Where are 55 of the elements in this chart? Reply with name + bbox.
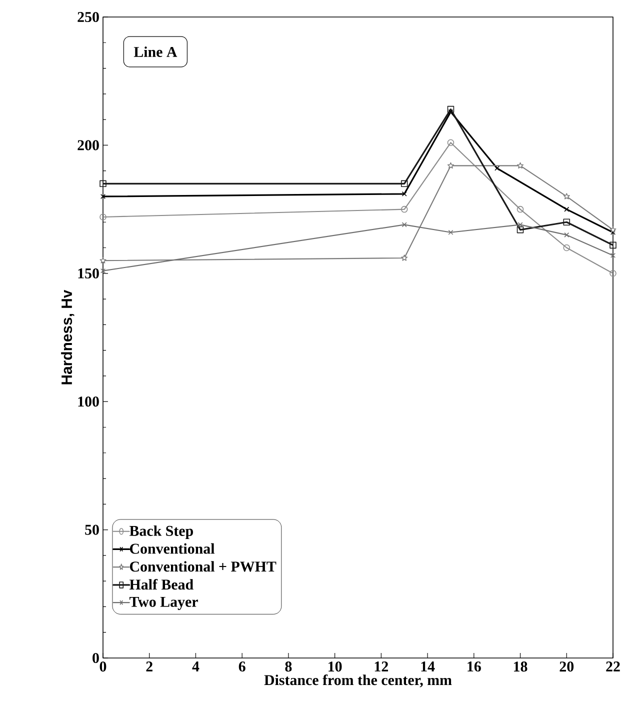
y-tick-label: 200 xyxy=(78,140,100,150)
y-tick-label: 0 xyxy=(92,652,100,664)
x-tick-label: 4 xyxy=(192,662,200,672)
point xyxy=(401,206,408,213)
point xyxy=(563,218,570,226)
point xyxy=(563,244,570,252)
x-tick-label: 8 xyxy=(285,662,292,672)
point xyxy=(100,180,106,188)
point xyxy=(564,232,570,238)
point xyxy=(564,206,570,212)
x-tick-label: 14 xyxy=(421,662,435,672)
point xyxy=(517,162,524,169)
legend-label: Two Layer xyxy=(130,596,198,610)
point xyxy=(610,226,616,233)
x-tick-label: 10 xyxy=(328,662,342,672)
legend-label: Half Bead xyxy=(130,578,194,590)
x-tick-label: 16 xyxy=(468,662,482,672)
legend-label: Conventional + PWHT xyxy=(130,561,276,572)
x-tick-label: 22 xyxy=(606,662,620,672)
point xyxy=(447,106,454,113)
y-tick-label: 50 xyxy=(85,524,100,535)
x-axis-title: Distance from the center, mm xyxy=(264,674,452,688)
annotation: Line A xyxy=(134,46,178,57)
point xyxy=(516,226,524,234)
legend-label: Conventional xyxy=(130,543,215,554)
point xyxy=(448,109,454,114)
point xyxy=(402,191,407,196)
point xyxy=(402,222,407,228)
point xyxy=(518,222,523,228)
y-tick-label: 100 xyxy=(78,396,100,407)
point xyxy=(610,242,616,249)
point xyxy=(100,268,106,274)
x-tick-label: 12 xyxy=(375,662,388,672)
y-axis-title: Hardness, Hv xyxy=(61,290,74,384)
point xyxy=(564,193,570,200)
x-tick-label: 6 xyxy=(238,662,246,672)
point xyxy=(401,254,408,261)
point xyxy=(100,194,106,199)
point xyxy=(494,166,500,171)
x-tick-label: 0 xyxy=(100,662,106,672)
point xyxy=(610,252,616,258)
point xyxy=(610,270,616,277)
point xyxy=(100,214,106,220)
point xyxy=(516,206,524,213)
x-tick-label: 20 xyxy=(560,662,574,672)
point xyxy=(447,139,454,146)
point xyxy=(100,257,106,264)
y-tick-label: 150 xyxy=(78,268,100,278)
legend-label: Back Step xyxy=(130,525,194,539)
y-tick-label: 250 xyxy=(78,12,100,22)
point xyxy=(448,162,454,169)
x-tick-label: 2 xyxy=(146,662,153,672)
point xyxy=(448,230,454,235)
x-tick-label: 18 xyxy=(514,662,528,672)
point xyxy=(401,180,408,188)
